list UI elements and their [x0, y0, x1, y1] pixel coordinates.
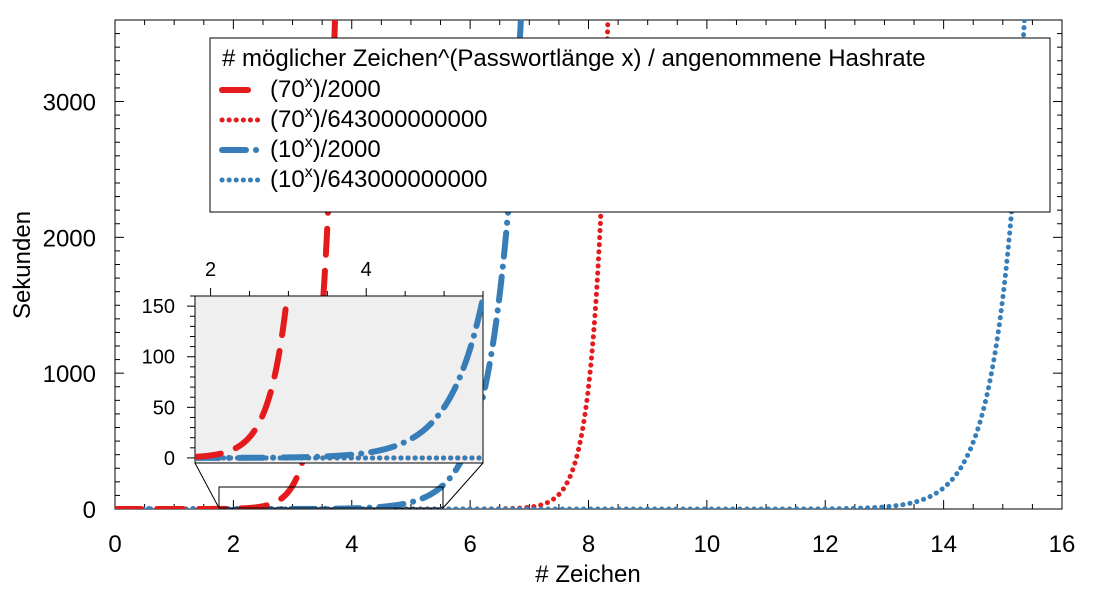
x-tick-label: 8 [582, 531, 595, 558]
inset-series-line-2 [195, 296, 483, 461]
zoom-connector-right [442, 462, 484, 509]
inset-axis-ticks: 2 4 0 50 100 150 [142, 259, 484, 470]
inset-x-tick-label: 2 [205, 259, 216, 281]
zoom-region-box [218, 486, 444, 509]
series-line-0 [115, 20, 338, 509]
x-tick-label: 0 [108, 531, 121, 558]
legend-label-1: (70x)/643000000000 [270, 104, 488, 133]
legend-label-3: (10x)/643000000000 [270, 164, 488, 193]
inset-y-tick-label: 100 [142, 347, 175, 369]
y-tick-label: 1000 [43, 361, 96, 388]
inset-y-tick-label: 50 [153, 397, 175, 419]
x-tick-label: 2 [227, 531, 240, 558]
zoom-connector-left [194, 462, 220, 509]
inset-series-line-0 [195, 296, 291, 460]
series-line-2 [115, 20, 524, 509]
inset-series-group [195, 296, 483, 461]
inset-plot: 2 4 0 50 100 150 [142, 259, 484, 470]
legend: # möglicher Zeichen^(Passwortlänge x) / … [209, 37, 1051, 213]
x-axis-title: # Zeichen [535, 561, 640, 588]
main-series-group [115, 20, 1027, 509]
legend-label-2: (10x)/2000 [270, 134, 381, 163]
inset-background [194, 295, 484, 464]
y-tick-label: 0 [83, 497, 96, 524]
x-tick-label: 4 [345, 531, 358, 558]
inset-x-tick-label: 4 [361, 259, 372, 281]
x-tick-label: 10 [694, 531, 721, 558]
legend-entries: (70x)/2000(70x)/643000000000(10x)/2000(1… [219, 74, 488, 193]
legend-box [209, 37, 1051, 213]
series-line-3 [115, 20, 1027, 509]
inset-y-tick-label: 150 [142, 296, 175, 318]
y-tick-label: 3000 [43, 90, 96, 117]
inset-y-tick-label: 0 [164, 448, 175, 470]
x-tick-label: 14 [930, 531, 957, 558]
x-tick-label: 6 [463, 531, 476, 558]
x-tick-label: 16 [1049, 531, 1076, 558]
x-tick-label: 12 [812, 531, 839, 558]
y-tick-label: 2000 [43, 225, 96, 252]
y-axis-title: Sekunden [9, 211, 36, 319]
legend-title: # möglicher Zeichen^(Passwortlänge x) / … [222, 45, 926, 72]
legend-label-0: (70x)/2000 [270, 74, 381, 103]
